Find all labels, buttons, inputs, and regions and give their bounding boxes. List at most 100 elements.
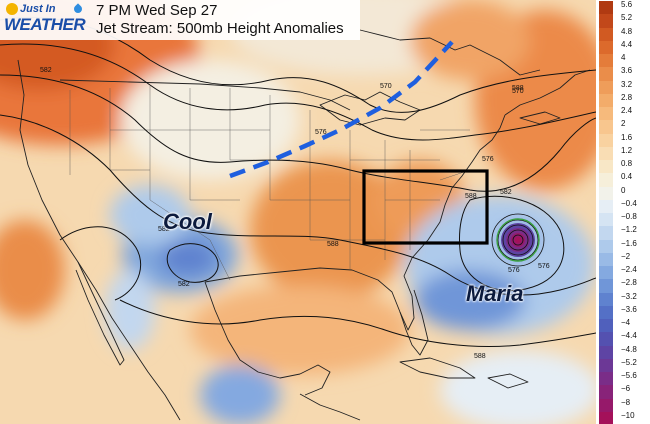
color-scale-row: −2 bbox=[596, 251, 650, 267]
neutral-caribbean bbox=[440, 350, 596, 424]
color-scale-tick-label: −2 bbox=[621, 251, 631, 261]
color-scale-tick-label: 1.2 bbox=[621, 145, 633, 155]
color-scale-swatch bbox=[599, 146, 613, 161]
color-scale-tick-label: 4.4 bbox=[621, 39, 633, 49]
color-scale-swatch bbox=[599, 27, 613, 42]
yucatan bbox=[299, 364, 331, 396]
contour-576-south bbox=[166, 243, 219, 283]
contour-label-group: 582 588 576 570 582 588 576 588 588 582 … bbox=[40, 67, 550, 360]
color-scale-legend: 5.6 5.2 4.8 4.4 4 3.6 3.2 2.8 2.4 2 1.6 1.2 0.8 0.4 0 −… bbox=[596, 0, 650, 424]
color-scale-row: 1.2 bbox=[596, 145, 650, 161]
cool-anomaly-mexico bbox=[200, 365, 280, 424]
color-scale-swatch bbox=[599, 1, 613, 15]
height-contours bbox=[0, 16, 596, 347]
color-scale-tick-label: −3.6 bbox=[621, 304, 637, 314]
contour-582 bbox=[0, 74, 596, 192]
color-scale-swatch bbox=[599, 40, 613, 55]
color-scale-swatch bbox=[599, 186, 613, 201]
color-scale-tick-label: 0 bbox=[621, 185, 626, 195]
cool-anomaly-baja bbox=[105, 270, 155, 350]
neutral-west bbox=[120, 60, 300, 180]
color-scale-tick-label: −1.2 bbox=[621, 225, 637, 235]
color-scale-row: 3.6 bbox=[596, 66, 650, 82]
contour-576 bbox=[0, 43, 596, 141]
raindrop-icon bbox=[72, 3, 84, 15]
color-scale-row: −5.2 bbox=[596, 358, 650, 373]
color-scale-row: 1.6 bbox=[596, 133, 650, 148]
color-scale-tick-label: 4 bbox=[621, 53, 626, 62]
warm-anomaly-gulf bbox=[190, 285, 410, 375]
color-scale-swatch bbox=[599, 226, 613, 241]
contour-label: 576 bbox=[315, 129, 327, 136]
anomaly-map: 582 588 576 570 582 588 576 588 588 582 … bbox=[0, 0, 596, 424]
color-scale-tick-label: −5.6 bbox=[621, 371, 637, 380]
color-scale-row: −1.2 bbox=[596, 225, 650, 241]
color-scale-swatch bbox=[599, 345, 613, 360]
color-scale-swatch bbox=[599, 93, 613, 108]
color-scale-row: −10 bbox=[596, 410, 650, 424]
color-scale-row: 2 bbox=[596, 119, 650, 135]
color-scale-row: 5.6 bbox=[596, 0, 650, 15]
cool-anomaly-maria bbox=[415, 270, 525, 330]
color-scale-row: −2.8 bbox=[596, 278, 650, 294]
color-scale-swatch bbox=[599, 279, 613, 294]
color-scale-row: 4.4 bbox=[596, 39, 650, 55]
color-scale-swatch bbox=[599, 411, 613, 424]
contour-label: 576 bbox=[482, 156, 494, 163]
nova-scotia bbox=[519, 111, 561, 125]
color-scale-tick-label: −4 bbox=[621, 318, 631, 327]
contour-label: 570 bbox=[380, 83, 392, 90]
valid-time-title: 7 PM Wed Sep 27 bbox=[96, 2, 218, 19]
color-scale-tick-label: −10 bbox=[621, 410, 635, 420]
color-scale-swatch bbox=[599, 199, 613, 214]
baja-peninsula bbox=[75, 261, 125, 366]
color-scale-tick-label: 5.6 bbox=[621, 0, 633, 9]
product-title: Jet Stream: 500mb Height Anomalies bbox=[96, 20, 344, 37]
contour-label: 588 bbox=[474, 353, 486, 360]
color-scale-tick-label: 0.4 bbox=[621, 172, 633, 182]
color-scale-tick-label: 4.8 bbox=[621, 26, 633, 36]
color-scale-row: −4 bbox=[596, 318, 650, 333]
hurricane-maria-core bbox=[491, 213, 545, 267]
mexico-gulf-coast bbox=[204, 281, 301, 379]
hudson-area bbox=[359, 29, 541, 76]
contour-label: 570 bbox=[512, 88, 524, 95]
color-scale-row: −6 bbox=[596, 384, 650, 400]
color-scale-row: −8 bbox=[596, 397, 650, 413]
color-scale-row: 4 bbox=[596, 53, 650, 68]
contour-570 bbox=[0, 16, 596, 113]
color-scale-tick-label: 5.2 bbox=[621, 13, 633, 23]
color-scale-tick-label: −2.8 bbox=[621, 278, 637, 288]
color-scale-swatch bbox=[599, 398, 613, 413]
contour-588 bbox=[0, 114, 596, 296]
color-scale-swatch bbox=[599, 292, 613, 307]
color-scale-tick-label: −8 bbox=[621, 397, 631, 407]
color-scale-swatch bbox=[599, 213, 613, 227]
color-scale-row: −2.4 bbox=[596, 265, 650, 280]
jet-stream-dashed-line bbox=[229, 40, 454, 179]
color-scale-swatch bbox=[599, 239, 613, 254]
contour-588b bbox=[119, 299, 596, 347]
color-scale-swatch bbox=[599, 385, 613, 400]
color-scale-swatch bbox=[599, 14, 613, 29]
highlight-box bbox=[362, 169, 489, 245]
cool-anomaly-sw-core bbox=[160, 240, 216, 276]
color-scale-row: −3.2 bbox=[596, 292, 650, 307]
color-scale-tick-label: −0.8 bbox=[621, 212, 637, 221]
color-scale-tick-label: 2 bbox=[621, 119, 626, 129]
contour-label: 588 bbox=[512, 85, 524, 92]
cool-label: Cool bbox=[163, 209, 212, 234]
color-scale-swatch bbox=[599, 358, 613, 373]
header-panel: Just In WEATHER 7 PM Wed Sep 27 Jet Stre… bbox=[0, 0, 360, 40]
gulf-coast bbox=[204, 257, 415, 331]
color-scale-tick-label: −4.8 bbox=[621, 344, 637, 354]
color-scale-swatch bbox=[599, 54, 613, 68]
contour-sw-low bbox=[59, 226, 142, 301]
color-scale-swatch bbox=[599, 173, 613, 188]
color-scale-tick-label: −2.4 bbox=[621, 265, 637, 274]
hispaniola bbox=[487, 373, 529, 389]
color-scale-tick-label: 3.6 bbox=[621, 66, 633, 76]
color-scale-row: 2.4 bbox=[596, 106, 650, 121]
color-scale-row: −4.4 bbox=[596, 331, 650, 347]
